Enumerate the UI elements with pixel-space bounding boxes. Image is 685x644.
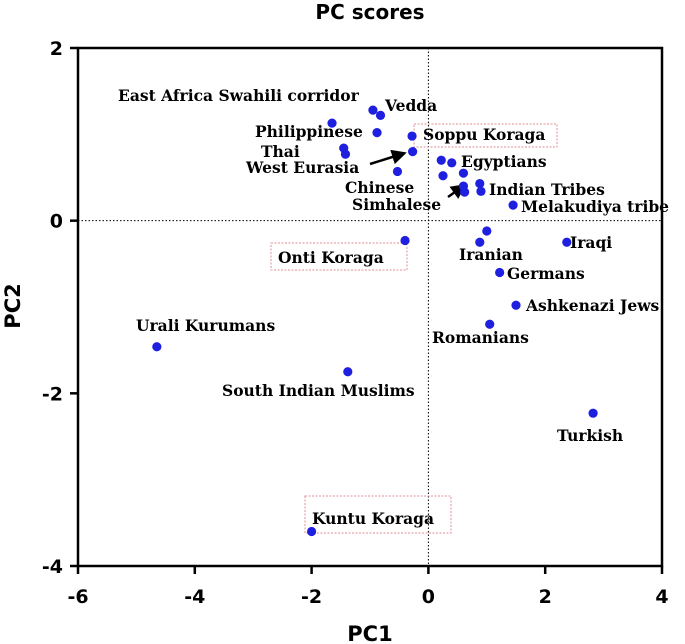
axis-ticks: -6 -4 -2 0 2 4-4-202 [42, 38, 669, 608]
data-point [408, 147, 418, 157]
data-point [511, 300, 521, 310]
data-point [562, 237, 572, 247]
data-point [508, 200, 518, 210]
data-point [482, 226, 492, 236]
label-indian-tribes: Indian Tribes [489, 180, 605, 199]
label-egyptians: Egyptians [461, 152, 547, 171]
x-tick-label: 2 [539, 586, 552, 608]
label-turkish: Turkish [557, 426, 623, 445]
label-iraqi: Iraqi [570, 233, 612, 252]
x-tick-label: -2 [301, 586, 322, 608]
data-point [340, 149, 351, 159]
x-tick-label: 4 [655, 586, 668, 608]
chart-title: PC scores [315, 0, 424, 24]
data-point [475, 178, 485, 189]
label-onti-koraga: Onti Koraga [278, 248, 384, 267]
data-point [588, 408, 598, 418]
highlight-box-onti-koraga [270, 242, 408, 271]
data-point [458, 168, 469, 178]
data-point [475, 237, 485, 247]
data-point [327, 118, 337, 128]
y-axis-label: PC2 [1, 283, 25, 328]
data-point [307, 526, 317, 537]
data-point [476, 186, 486, 196]
y-tick-label: -2 [42, 383, 63, 405]
label-west-eurasia: West Eurasia [245, 158, 359, 177]
data-point [392, 166, 403, 177]
label-ashkenazi-jews: Ashkenazi Jews [525, 296, 660, 315]
label-urali-kurumans: Urali Kurumans [136, 316, 275, 335]
label-philippinese: Philippinese [255, 122, 363, 141]
data-point [372, 128, 382, 138]
data-points [152, 105, 598, 537]
arrow-west-eurasia [369, 149, 407, 166]
y-tick-label: 2 [50, 38, 63, 60]
label-romanians: Romanians [432, 328, 529, 347]
data-point [438, 171, 448, 181]
x-tick-label: -6 [67, 586, 88, 608]
label-thai: Thai [261, 142, 300, 161]
label-vedda: Vedda [384, 96, 437, 115]
reference-lines [78, 48, 662, 566]
y-tick-label: -4 [42, 556, 63, 578]
label-south-indian-muslims: South Indian Muslims [222, 381, 415, 400]
label-kuntu-koraga: Kuntu Koraga [312, 509, 434, 528]
data-point [375, 110, 386, 120]
data-point [495, 267, 505, 278]
plot-border [76, 46, 664, 568]
label-iranian: Iranian [459, 245, 523, 264]
label-melakudiya-tribe: Melakudiya tribe [521, 197, 669, 216]
data-point [152, 342, 162, 352]
data-point [447, 158, 457, 168]
x-tick-label: -4 [184, 586, 205, 608]
y-tick-label: 0 [50, 211, 63, 233]
label-simhalese: Simhalese [352, 195, 441, 214]
data-point [368, 105, 378, 115]
data-point [460, 187, 470, 197]
data-point [343, 367, 353, 377]
highlight-box-kuntu-koraga [304, 495, 452, 534]
point-labels: East Africa Swahili corridor Vedda Philipp… [118, 86, 669, 528]
data-point [485, 319, 495, 329]
label-chinese: Chinese [345, 178, 414, 197]
label-germans: Germans [507, 264, 585, 283]
plot-frame [76, 46, 664, 568]
x-tick-label: 0 [422, 586, 435, 608]
data-point [400, 235, 410, 246]
label-east-africa-swahili-corridor: East Africa Swahili corridor [118, 86, 360, 105]
label-soppu-koraga: Soppu Koraga [423, 125, 545, 144]
data-point [436, 155, 446, 165]
x-axis-label: PC1 [347, 622, 392, 644]
data-point [407, 131, 417, 141]
